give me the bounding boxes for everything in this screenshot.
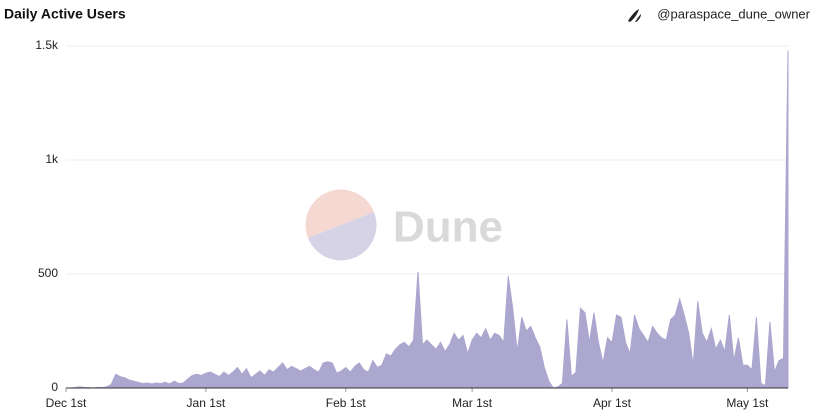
author: @paraspace_dune_owner bbox=[657, 6, 810, 21]
y-tick-label: 1.5k bbox=[35, 38, 59, 52]
x-tick-label: Jan 1st bbox=[187, 396, 226, 410]
x-tick-label: Mar 1st bbox=[452, 396, 493, 410]
x-tick-label: Feb 1st bbox=[326, 396, 367, 410]
x-tick-label: Dec 1st bbox=[46, 396, 87, 410]
x-tick-label: Apr 1st bbox=[593, 396, 632, 410]
x-tick-label: May 1st bbox=[726, 396, 769, 410]
chart-title: Daily Active Users bbox=[4, 6, 126, 22]
y-tick-label: 0 bbox=[51, 380, 58, 394]
area bbox=[66, 50, 789, 389]
author-icon bbox=[628, 9, 641, 22]
y-tick-label: 500 bbox=[38, 266, 58, 280]
watermark-text: Dune bbox=[393, 203, 503, 252]
watermark: Dune bbox=[305, 189, 503, 261]
y-tick-label: 1k bbox=[45, 152, 59, 166]
